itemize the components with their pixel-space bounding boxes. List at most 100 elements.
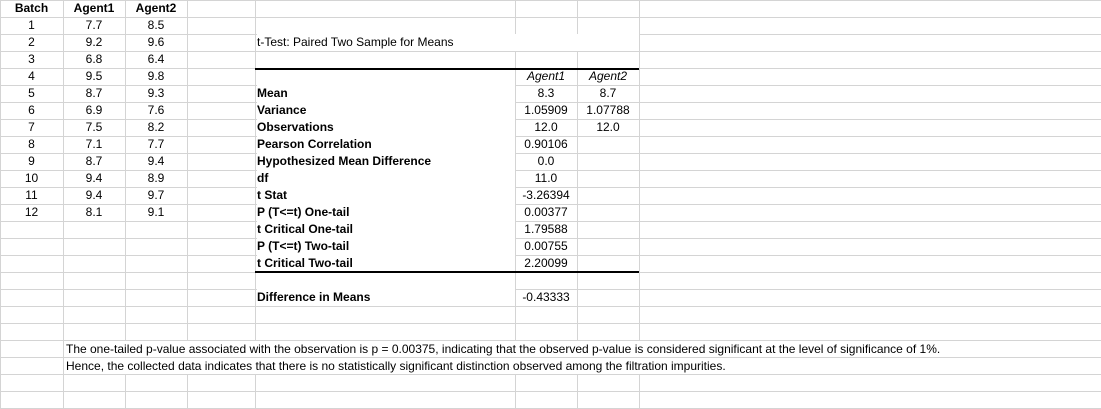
agent1-cell[interactable]: 8.7: [85, 154, 103, 168]
agent2-cell[interactable]: 9.7: [147, 188, 165, 202]
row-gridline: [0, 102, 1101, 103]
row-gridline: [0, 238, 1101, 239]
agent2-cell[interactable]: 9.1: [147, 205, 165, 219]
ttest-agent2-value[interactable]: [577, 238, 639, 255]
row-gridline: [0, 306, 1101, 307]
ttest-agent1-value[interactable]: 0.00755: [524, 239, 568, 253]
agent2-cell[interactable]: 7.7: [147, 137, 165, 151]
ttest-agent2-value[interactable]: 8.7: [599, 86, 617, 100]
row-gridline: [0, 136, 1101, 137]
row-gridline: [0, 391, 1101, 392]
ttest-bottom-border: [255, 271, 639, 273]
ttest-agent2-value[interactable]: [577, 204, 639, 221]
agent2-cell[interactable]: 9.8: [147, 69, 165, 83]
ttest-header-agent2[interactable]: Agent2: [588, 69, 628, 83]
ttest-row-label[interactable]: t Stat: [257, 187, 515, 204]
conclusion-line-1[interactable]: The one-tailed p-value associated with t…: [66, 341, 1101, 357]
agent2-cell[interactable]: 9.6: [147, 35, 165, 49]
column-header-agent1[interactable]: Agent1: [73, 1, 115, 15]
ttest-header-agent1[interactable]: Agent1: [526, 69, 566, 83]
row-gridline: [0, 119, 1101, 120]
agent2-cell[interactable]: 9.4: [147, 154, 165, 168]
ttest-agent1-value[interactable]: 0.90106: [524, 137, 568, 151]
row-gridline: [0, 17, 1101, 18]
ttest-agent2-value[interactable]: 1.07788: [586, 103, 630, 117]
difference-label[interactable]: Difference in Means: [257, 289, 515, 306]
ttest-row-label[interactable]: Pearson Correlation: [257, 136, 515, 153]
ttest-agent2-value[interactable]: [577, 221, 639, 238]
batch-cell[interactable]: 10: [24, 171, 39, 185]
agent1-cell[interactable]: 9.5: [85, 69, 103, 83]
ttest-row-label[interactable]: P (T<=t) Two-tail: [257, 238, 515, 255]
batch-cell[interactable]: 4: [28, 69, 35, 83]
ttest-agent2-value[interactable]: [577, 170, 639, 187]
row-gridline: [0, 0, 1101, 1]
batch-cell[interactable]: 6: [28, 103, 35, 117]
batch-cell[interactable]: 8: [28, 137, 35, 151]
row-gridline: [0, 221, 1101, 222]
ttest-top-border: [255, 68, 639, 70]
ttest-agent2-value[interactable]: [577, 187, 639, 204]
ttest-agent2-value[interactable]: [577, 255, 639, 272]
agent1-cell[interactable]: 7.7: [85, 18, 103, 32]
ttest-row-label[interactable]: df: [257, 170, 515, 187]
agent1-cell[interactable]: 8.7: [85, 86, 103, 100]
ttest-agent1-value[interactable]: 1.79588: [524, 222, 568, 236]
agent1-cell[interactable]: 9.2: [85, 35, 103, 49]
row-gridline: [0, 204, 1101, 205]
ttest-agent1-value[interactable]: 8.3: [537, 86, 555, 100]
ttest-agent1-value[interactable]: -3.26394: [522, 188, 570, 202]
column-header-agent2[interactable]: Agent2: [135, 1, 177, 15]
ttest-row-label[interactable]: Variance: [257, 102, 515, 119]
row-gridline: [0, 340, 1101, 341]
row-gridline: [0, 153, 1101, 154]
batch-cell[interactable]: 12: [24, 205, 39, 219]
ttest-agent1-value[interactable]: 12.0: [534, 120, 558, 134]
column-header-batch[interactable]: Batch: [14, 1, 49, 15]
ttest-row-label[interactable]: t Critical One-tail: [257, 221, 515, 238]
agent1-cell[interactable]: 7.5: [85, 120, 103, 134]
agent2-cell[interactable]: 8.5: [147, 18, 165, 32]
agent1-cell[interactable]: 8.1: [85, 205, 103, 219]
agent2-cell[interactable]: 9.3: [147, 86, 165, 100]
ttest-row-label[interactable]: Mean: [257, 85, 515, 102]
batch-cell[interactable]: 1: [28, 18, 35, 32]
ttest-title[interactable]: t-Test: Paired Two Sample for Means: [257, 34, 639, 51]
ttest-agent1-value[interactable]: 2.20099: [524, 256, 568, 270]
agent1-cell[interactable]: 9.4: [85, 171, 103, 185]
batch-cell[interactable]: 3: [28, 52, 35, 66]
agent2-cell[interactable]: 6.4: [147, 52, 165, 66]
ttest-agent1-value[interactable]: 1.05909: [524, 103, 568, 117]
batch-cell[interactable]: 7: [28, 120, 35, 134]
ttest-agent1-value[interactable]: 0.0: [537, 154, 555, 168]
row-gridline: [0, 289, 1101, 290]
batch-cell[interactable]: 2: [28, 35, 35, 49]
row-gridline: [0, 51, 1101, 52]
batch-cell[interactable]: 5: [28, 86, 35, 100]
row-gridline: [0, 170, 1101, 171]
row-gridline: [0, 357, 1101, 358]
difference-value[interactable]: -0.43333: [522, 290, 570, 304]
row-gridline: [0, 255, 1101, 256]
ttest-agent2-value[interactable]: [577, 153, 639, 170]
agent2-cell[interactable]: 8.2: [147, 120, 165, 134]
ttest-agent1-value[interactable]: 11.0: [534, 171, 558, 185]
ttest-agent1-value[interactable]: 0.00377: [524, 205, 568, 219]
batch-cell[interactable]: 11: [25, 188, 38, 202]
agent1-cell[interactable]: 7.1: [85, 137, 103, 151]
ttest-row-label[interactable]: P (T<=t) One-tail: [257, 204, 515, 221]
agent2-cell[interactable]: 7.6: [147, 103, 165, 117]
ttest-agent2-value[interactable]: [577, 136, 639, 153]
ttest-row-label[interactable]: Observations: [257, 119, 515, 136]
ttest-agent2-value[interactable]: 12.0: [596, 120, 620, 134]
agent1-cell[interactable]: 6.9: [85, 103, 103, 117]
batch-cell[interactable]: 9: [28, 154, 35, 168]
row-gridline: [0, 374, 1101, 375]
ttest-row-label[interactable]: t Critical Two-tail: [257, 255, 515, 272]
agent2-cell[interactable]: 8.9: [147, 171, 165, 185]
agent1-cell[interactable]: 9.4: [85, 188, 103, 202]
agent1-cell[interactable]: 6.8: [85, 52, 103, 66]
ttest-row-label[interactable]: Hypothesized Mean Difference: [257, 153, 515, 170]
conclusion-line-2[interactable]: Hence, the collected data indicates that…: [66, 358, 1101, 374]
